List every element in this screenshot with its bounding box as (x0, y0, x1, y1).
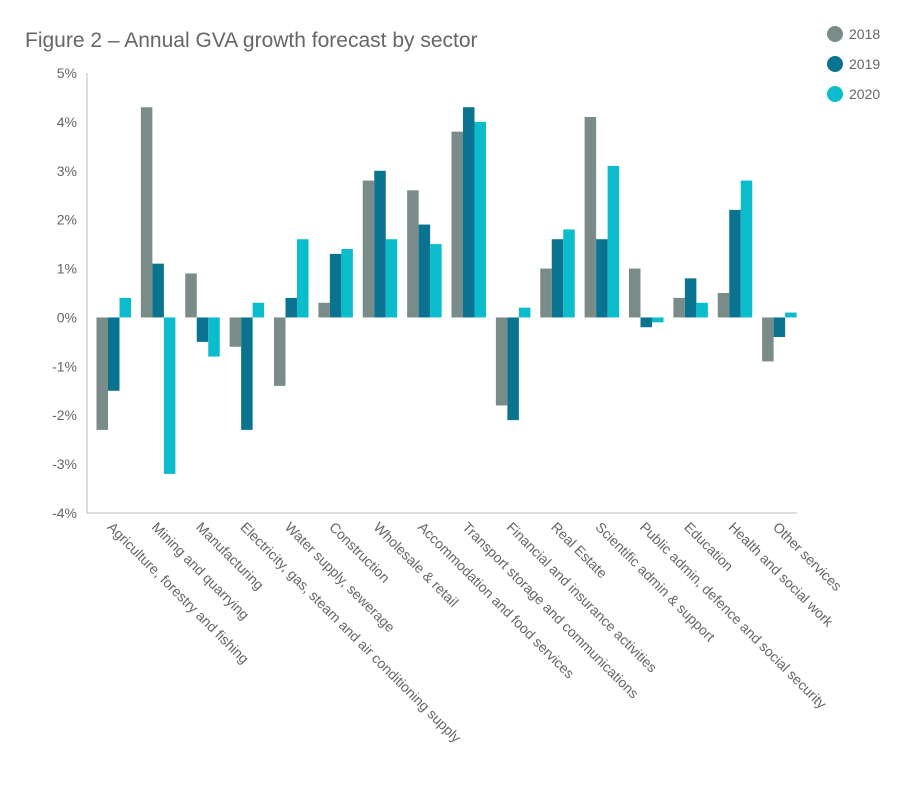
y-tick-label: 0% (57, 309, 77, 325)
bar-2018-5 (318, 302, 330, 318)
bar-2018-13 (673, 297, 685, 318)
bar-2018-12 (629, 268, 641, 318)
bar-2019-4 (285, 297, 297, 318)
bar-2019-14 (729, 209, 741, 318)
bar-2020-7 (430, 244, 442, 318)
bar-2018-2 (185, 273, 197, 318)
bars (96, 107, 797, 474)
bar-2019-10 (551, 239, 564, 318)
y-tick-label: 1% (57, 261, 77, 277)
bar-2018-10 (540, 268, 552, 318)
bar-2019-1 (152, 263, 164, 318)
bar-2019-2 (196, 317, 209, 342)
legend-label: 2019 (849, 56, 880, 72)
bar-2018-4 (274, 317, 286, 386)
bar-2018-11 (584, 117, 597, 318)
bar-2019-8 (463, 107, 475, 318)
bar-2020-9 (518, 307, 531, 318)
legend: 2018 2019 2020 (827, 26, 880, 102)
bar-2020-0 (119, 297, 131, 318)
y-tick-label: -4% (52, 505, 77, 521)
bar-2018-3 (229, 317, 242, 347)
y-tick-label: -1% (52, 358, 77, 374)
bar-2018-14 (717, 293, 730, 318)
bar-2019-9 (507, 317, 519, 421)
bar-2020-1 (163, 317, 176, 474)
chart-title: Figure 2 – Annual GVA growth forecast by… (25, 29, 478, 52)
bar-2019-6 (374, 170, 386, 318)
bar-2019-3 (241, 317, 253, 430)
y-tick-label: 3% (57, 163, 77, 179)
x-axis: Agriculture, forestry and fishingMining … (87, 512, 845, 746)
bar-2018-7 (407, 190, 419, 318)
bar-2020-2 (208, 317, 220, 357)
bar-2020-15 (785, 312, 797, 318)
bar-2018-15 (762, 317, 774, 362)
y-tick-label: 4% (57, 114, 77, 130)
bar-2020-4 (297, 239, 309, 318)
bar-2020-10 (563, 229, 575, 318)
legend-label: 2020 (849, 86, 880, 102)
y-tick-label: -3% (52, 456, 77, 472)
bar-2019-7 (418, 224, 431, 318)
bar-2020-13 (696, 302, 708, 318)
legend-swatch-2018 (827, 26, 843, 42)
bar-2018-1 (140, 107, 153, 318)
bar-2018-9 (495, 317, 508, 406)
legend-swatch-2019 (827, 56, 843, 72)
bar-2019-15 (773, 317, 786, 337)
bar-2019-0 (108, 317, 120, 391)
y-axis: 5% 4% 3% 2% 1% 0% -1% -2% -3% -4% (52, 65, 88, 521)
y-tick-label: 5% (57, 65, 77, 81)
bar-2020-11 (607, 165, 620, 318)
bar-2020-8 (474, 121, 486, 318)
bar-2018-6 (362, 180, 375, 318)
bar-2019-13 (684, 278, 697, 318)
y-tick-label: 2% (57, 212, 77, 228)
bar-2019-5 (329, 253, 342, 318)
legend-swatch-2020 (827, 86, 843, 102)
legend-label: 2018 (849, 26, 880, 42)
bar-2018-0 (96, 317, 108, 430)
bar-2020-12 (652, 317, 664, 323)
bar-2018-8 (451, 131, 463, 318)
bar-2019-12 (640, 317, 652, 328)
bar-2020-5 (341, 249, 353, 318)
y-tick-label: -2% (52, 407, 77, 423)
bar-2020-14 (740, 180, 753, 318)
bar-2020-6 (385, 239, 398, 318)
bar-2020-3 (252, 302, 265, 318)
bar-2019-11 (596, 239, 608, 318)
